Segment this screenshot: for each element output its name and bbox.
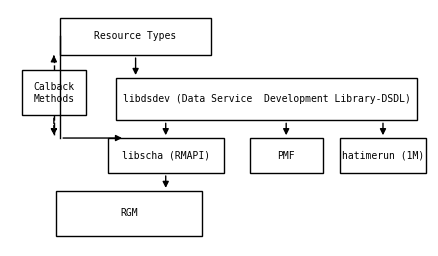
Bar (116, 78, 417, 121)
Text: libscha (RMAPI): libscha (RMAPI) (121, 151, 209, 161)
Bar (21, 70, 86, 115)
Bar (56, 191, 202, 236)
Text: Calback
Methods: Calback Methods (33, 82, 74, 104)
Bar (107, 138, 223, 173)
Bar (60, 18, 210, 55)
Text: hatimerun (1M): hatimerun (1M) (341, 151, 423, 161)
Bar (249, 138, 322, 173)
Text: libdsdev (Data Service  Development Library-DSDL): libdsdev (Data Service Development Libra… (123, 94, 410, 104)
Bar (339, 138, 425, 173)
Text: PMF: PMF (277, 151, 294, 161)
Text: Resource Types: Resource Types (94, 31, 177, 41)
Text: RGM: RGM (120, 208, 138, 218)
